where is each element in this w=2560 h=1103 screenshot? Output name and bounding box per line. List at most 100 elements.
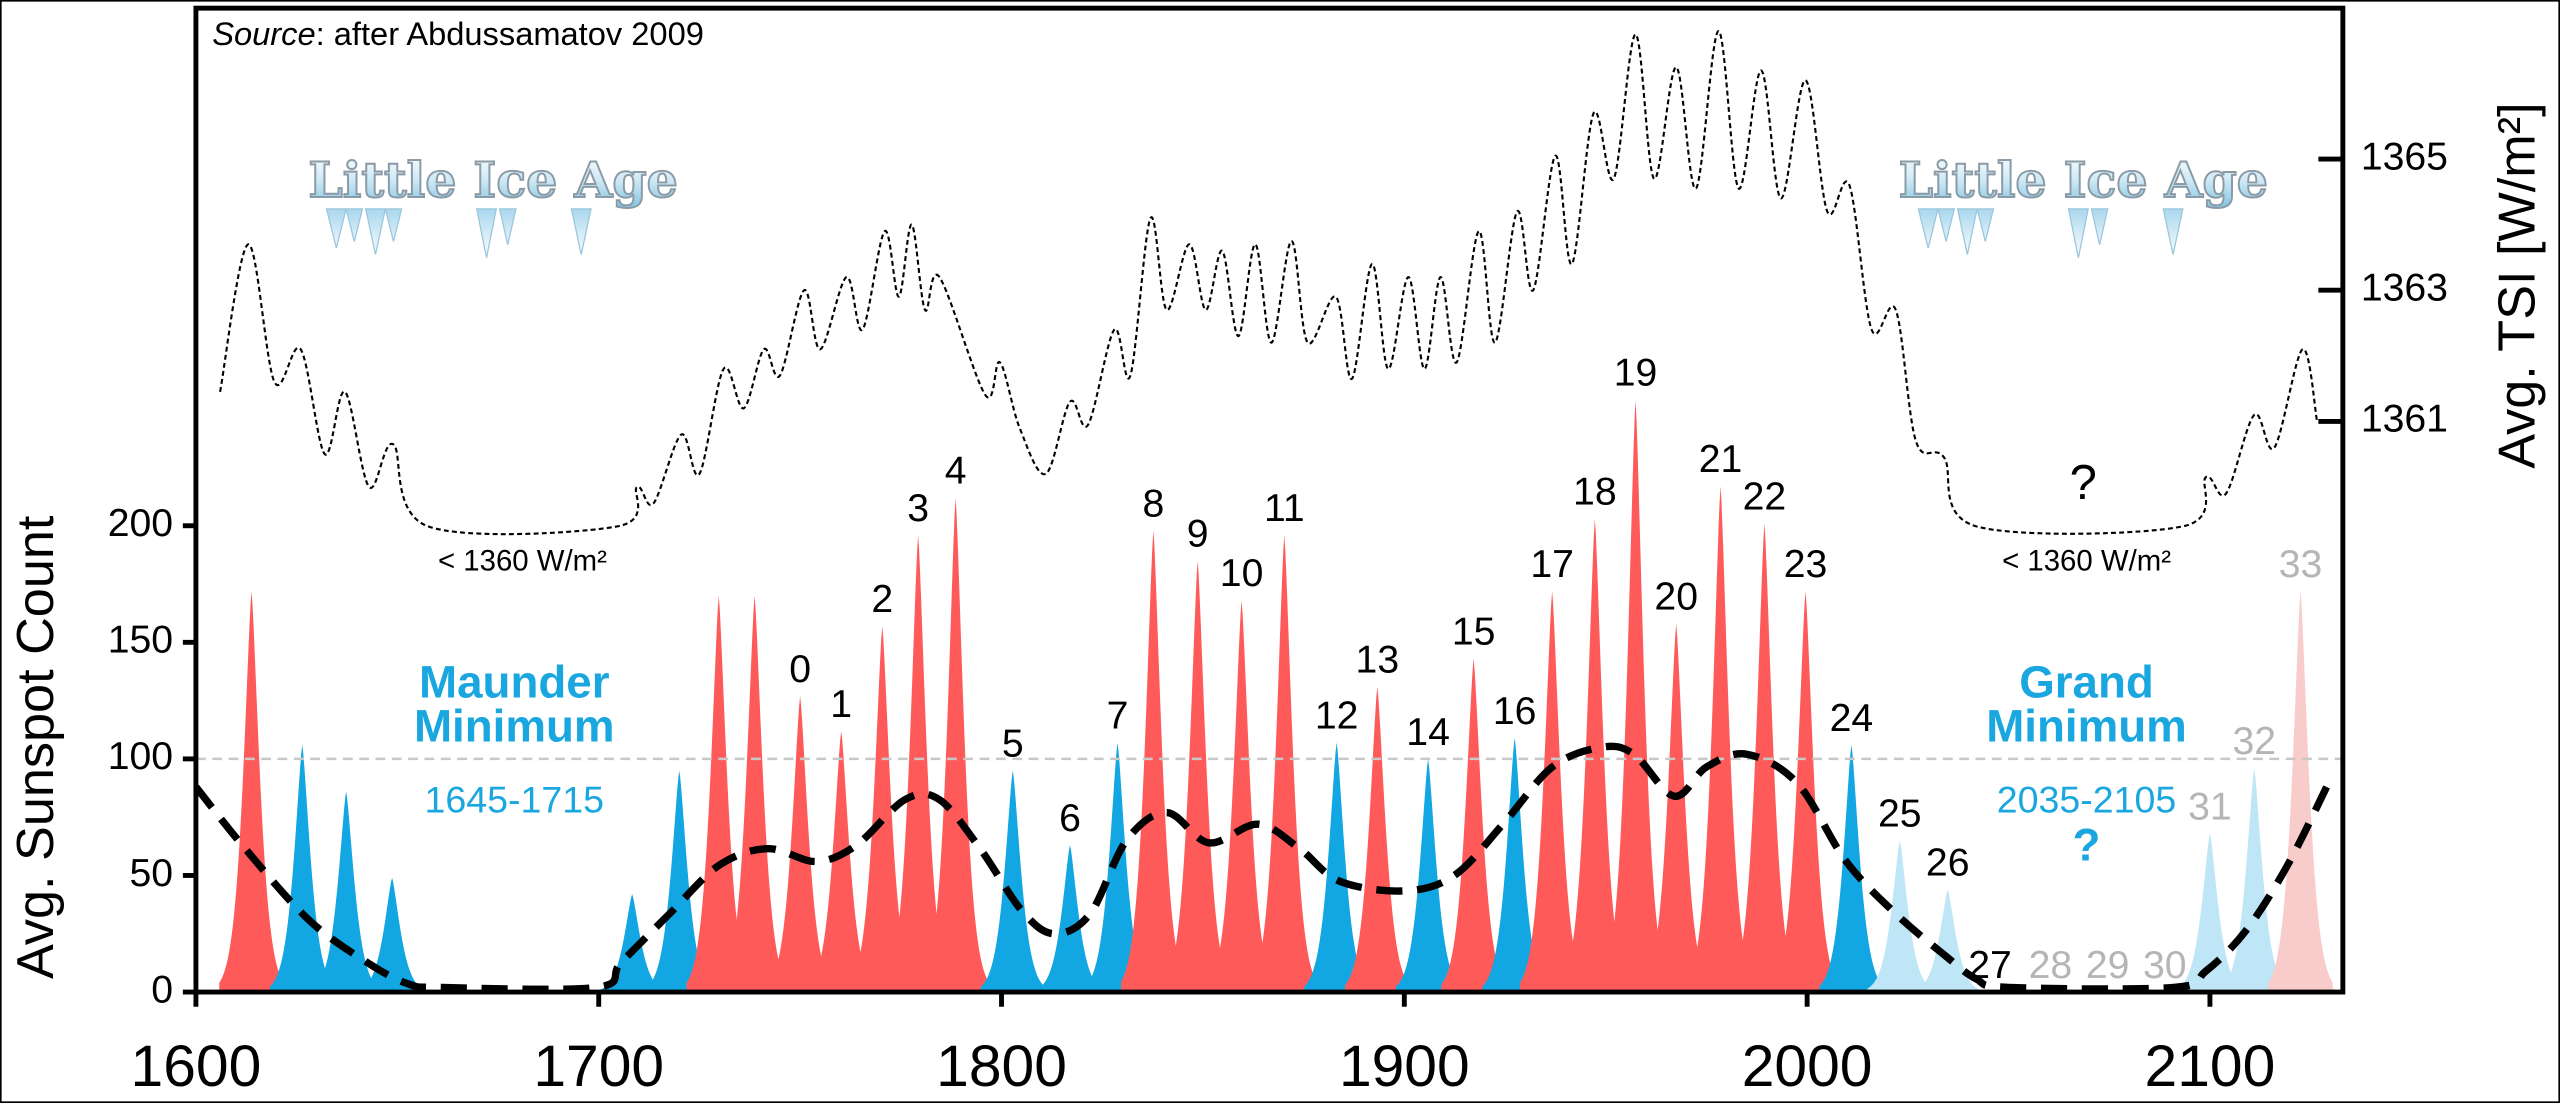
x-tick-label: 1600 — [131, 1034, 262, 1099]
y-axis-label: Avg. Sunspot Count — [7, 515, 65, 979]
plot-frame — [193, 5, 2346, 995]
cycle-peak — [1085, 742, 1150, 993]
x-tick-label: 1800 — [936, 1034, 1067, 1099]
cycle-label: 4 — [945, 450, 967, 493]
little-ice-age: Little Ice Age — [308, 151, 677, 209]
x-tick-label: 2100 — [2145, 1034, 2276, 1099]
cycle-label: 16 — [1493, 690, 1537, 733]
y2-axis-label: Avg. TSI [W/m²] — [2489, 102, 2547, 468]
maunder-period: 1645-1715 — [425, 779, 604, 821]
cycle-label: 15 — [1452, 611, 1496, 654]
cycle-label: 6 — [1059, 797, 1081, 840]
cycle-peak — [1165, 560, 1230, 993]
cycle-peak — [1688, 486, 1753, 993]
cycle-peak — [767, 695, 833, 993]
cycle-label: 17 — [1530, 543, 1574, 586]
cycle-peak — [1252, 535, 1317, 993]
cycle-peak — [599, 894, 665, 993]
cycle-peak — [1867, 840, 1932, 993]
grand-minimum-question: ? — [2073, 820, 2101, 871]
cycle-label: 31 — [2188, 785, 2232, 828]
cycle-label: 28 — [2029, 944, 2073, 987]
cycle-peak — [885, 535, 951, 993]
cycle-label: 8 — [1142, 482, 1164, 525]
cycle-peak — [850, 626, 915, 993]
cycle-label: 27 — [1968, 944, 2012, 987]
cycle-peak — [2222, 768, 2287, 993]
source-label: Source — [212, 15, 315, 52]
cycle-label: 14 — [1406, 711, 1450, 754]
cycle-label: 19 — [1614, 352, 1658, 395]
y2-tick-label: 1361 — [2361, 398, 2448, 441]
plot-area — [195, 30, 2343, 993]
x-tick-label: 1900 — [1339, 1034, 1470, 1099]
cycle-peak — [1304, 742, 1369, 993]
cycle-peak — [1121, 530, 1186, 993]
cycle-peak — [722, 595, 787, 993]
cycle-peak — [980, 770, 1046, 993]
cycle-peak — [1562, 518, 1628, 993]
cycle-label: 13 — [1356, 638, 1400, 681]
tsi-line — [219, 30, 2319, 536]
maunder-label: Minimum — [414, 700, 615, 751]
cycle-label: 7 — [1107, 694, 1129, 737]
cycle-peak — [313, 791, 379, 993]
cycle-label: 32 — [2232, 720, 2276, 763]
cycle-peak — [2177, 833, 2243, 993]
tsi-floor-label: < 1360 W/m² — [2002, 545, 2171, 578]
cycle-peak — [1345, 686, 1410, 993]
cycle-label: 12 — [1315, 694, 1359, 737]
cycle-label: 1 — [830, 683, 852, 726]
cycle-peak — [647, 770, 712, 993]
cycle-label: 30 — [2143, 944, 2187, 987]
cycle-label: 24 — [1830, 697, 1874, 740]
cycle-label: 2 — [871, 578, 893, 621]
icicles — [325, 208, 2184, 258]
y-tick-label: 100 — [108, 735, 173, 778]
cycle-label: 20 — [1654, 576, 1698, 619]
cycle-peak — [1395, 758, 1461, 993]
cycle-label: 11 — [1264, 487, 1305, 530]
maunder-label: Maunder — [419, 656, 610, 707]
cycle-label: 25 — [1878, 792, 1922, 835]
grand-minimum-label: Grand — [2019, 656, 2154, 707]
y-tick-label: 0 — [151, 968, 173, 1011]
cycle-label: 33 — [2279, 543, 2323, 586]
cycle-label: 26 — [1926, 841, 1970, 884]
cycle-peak — [808, 730, 874, 993]
cycle-label: 22 — [1743, 475, 1787, 518]
y-tick-label: 50 — [129, 852, 173, 895]
tsi-question: ? — [2070, 456, 2097, 510]
cycle-peak — [270, 744, 335, 993]
cycle-label: 18 — [1573, 471, 1617, 514]
source: Source: after Abdussamatov 2009 — [212, 15, 704, 52]
cycle-peak — [219, 591, 284, 993]
x-tick-label: 2000 — [1742, 1034, 1873, 1099]
x-tick-label: 1700 — [533, 1034, 664, 1099]
cycle-peak — [1441, 658, 1506, 993]
cycle-peak — [1482, 737, 1547, 993]
cycle-peak — [359, 877, 425, 993]
cycle-peak — [1209, 600, 1274, 993]
cycle-label: 10 — [1220, 552, 1264, 595]
cycle-label: 23 — [1784, 543, 1828, 586]
cycle-peak — [923, 497, 988, 993]
cycle-label: 29 — [2086, 944, 2130, 987]
cycle-peak — [1644, 623, 1709, 993]
average-line — [195, 742, 2332, 993]
cycle-peak — [2268, 591, 2333, 993]
cycle-label: 9 — [1187, 513, 1209, 556]
cycle-peak — [1603, 399, 1668, 993]
cycle-peak — [686, 595, 751, 993]
grand-minimum-label: Minimum — [1986, 700, 2187, 751]
cycle-peak — [1915, 889, 1980, 993]
cycle-label: 0 — [789, 648, 811, 691]
cycle-peak — [1037, 845, 1103, 993]
cycle-label: 21 — [1699, 438, 1743, 481]
y-tick-label: 200 — [108, 502, 173, 545]
y-tick-label: 150 — [108, 619, 173, 662]
y2-tick-label: 1365 — [2361, 135, 2448, 178]
tsi-floor-label: < 1360 W/m² — [438, 545, 607, 578]
y2-tick-label: 1363 — [2361, 267, 2448, 310]
